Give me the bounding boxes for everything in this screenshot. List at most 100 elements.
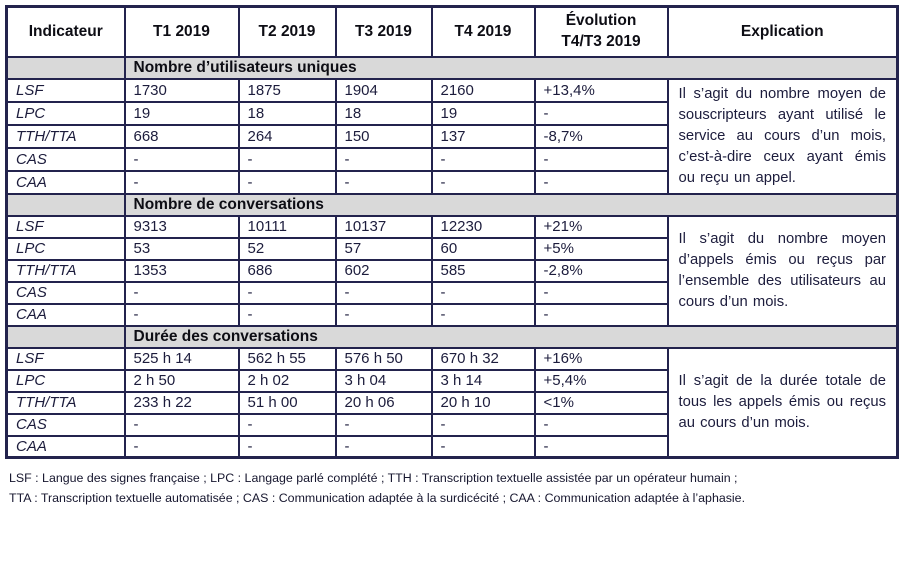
section-explanation-conversations: Il s’agit du nombre moyen d’appels émis … xyxy=(666,214,899,327)
cell-value: - xyxy=(123,280,240,305)
cell-value: - xyxy=(334,146,433,172)
cell-value: - xyxy=(430,146,536,172)
cell-value: 562 h 55 xyxy=(237,346,337,371)
cell-value: 525 h 14 xyxy=(123,346,240,371)
cell-evolution: +5% xyxy=(533,236,669,261)
cell-value: 12230 xyxy=(430,214,536,239)
cell-value: 1904 xyxy=(334,77,433,103)
table-row: CAS - - - - - xyxy=(5,280,898,305)
cell-value: 60 xyxy=(430,236,536,261)
cell-evolution: - xyxy=(533,302,669,327)
cell-evolution: - xyxy=(533,412,669,437)
table-row: CAS - - - - - xyxy=(5,146,898,172)
cell-evolution: - xyxy=(533,280,669,305)
section-band-conversations: Nombre de conversations xyxy=(5,192,899,217)
cell-value: 602 xyxy=(334,258,433,283)
cell-value: - xyxy=(123,412,240,437)
cell-value: - xyxy=(123,434,240,459)
col-header-t2-2019: T2 2019 xyxy=(237,5,337,58)
col-header-t4-2019: T4 2019 xyxy=(430,5,536,58)
table-row: TTH/TTA 1353 686 602 585 -2,8% xyxy=(5,258,898,283)
cell-evolution: +21% xyxy=(533,214,669,239)
cell-value: 1875 xyxy=(237,77,337,103)
cell-value: 264 xyxy=(237,123,337,149)
table-row: LSF 9313 10111 10137 12230 +21% Il s’agi… xyxy=(5,214,899,327)
cell-value: 20 h 10 xyxy=(430,390,536,415)
section-band-utilisateurs: Nombre d’utilisateurs uniques xyxy=(5,55,899,80)
kpi-table: Indicateur T1 2019 T2 2019 T3 2019 T4 20… xyxy=(5,5,899,459)
cell-value: 686 xyxy=(237,258,337,283)
section-title-utilisateurs: Nombre d’utilisateurs uniques xyxy=(123,55,899,80)
cell-value: 668 xyxy=(123,123,240,149)
cell-value: - xyxy=(237,146,337,172)
cell-evolution: +13,4% xyxy=(533,77,669,103)
header-row: Indicateur T1 2019 T2 2019 T3 2019 T4 20… xyxy=(5,5,899,58)
cell-value: - xyxy=(430,169,536,195)
cell-value: 10137 xyxy=(334,214,433,239)
table-row: LPC 2 h 50 2 h 02 3 h 04 3 h 14 +5,4% xyxy=(5,368,898,393)
cell-value: 18 xyxy=(237,100,337,126)
cell-value: 670 h 32 xyxy=(430,346,536,371)
row-label-caa: CAA xyxy=(5,434,126,459)
cell-evolution: +16% xyxy=(533,346,669,371)
row-label-caa: CAA xyxy=(5,169,126,195)
cell-evolution: - xyxy=(533,169,669,195)
section-explanation-utilisateurs: Il s’agit du nombre moyen de souscripteu… xyxy=(666,77,899,195)
section-explanation-duree: Il s’agit de la durée totale de tous les… xyxy=(666,346,899,459)
row-label-tth-tta: TTH/TTA xyxy=(5,258,126,283)
section-title-conversations: Nombre de conversations xyxy=(123,192,899,217)
section-band-spacer xyxy=(5,55,126,80)
col-header-indicateur: Indicateur xyxy=(5,5,126,58)
cell-value: - xyxy=(237,412,337,437)
row-label-tth-tta: TTH/TTA xyxy=(5,390,126,415)
cell-value: 18 xyxy=(334,100,433,126)
footnote-line-1: LSF : Langue des signes française ; LPC … xyxy=(9,471,738,485)
row-label-lsf: LSF xyxy=(5,77,126,103)
row-label-caa: CAA xyxy=(5,302,126,327)
cell-value: - xyxy=(334,302,433,327)
section-band-spacer xyxy=(5,192,126,217)
cell-value: - xyxy=(430,434,536,459)
cell-value: 233 h 22 xyxy=(123,390,240,415)
cell-evolution: -2,8% xyxy=(533,258,669,283)
row-label-cas: CAS xyxy=(5,412,126,437)
section-band-duree: Durée des conversations xyxy=(5,324,899,349)
row-label-lpc: LPC xyxy=(5,368,126,393)
col-header-explication: Explication xyxy=(666,5,899,58)
cell-value: - xyxy=(237,302,337,327)
table-row: LSF 525 h 14 562 h 55 576 h 50 670 h 32 … xyxy=(5,346,899,459)
cell-value: - xyxy=(237,434,337,459)
table-row: TTH/TTA 233 h 22 51 h 00 20 h 06 20 h 10… xyxy=(5,390,898,415)
cell-value: 19 xyxy=(430,100,536,126)
table-row: CAA - - - - - xyxy=(5,169,898,195)
row-label-tth-tta: TTH/TTA xyxy=(5,123,126,149)
row-label-cas: CAS xyxy=(5,280,126,305)
cell-value: 20 h 06 xyxy=(334,390,433,415)
cell-evolution: -8,7% xyxy=(533,123,669,149)
cell-value: 2 h 02 xyxy=(237,368,337,393)
cell-value: - xyxy=(430,302,536,327)
cell-value: - xyxy=(237,169,337,195)
cell-value: 150 xyxy=(334,123,433,149)
cell-value: - xyxy=(430,412,536,437)
cell-value: - xyxy=(123,169,240,195)
cell-value: - xyxy=(334,412,433,437)
cell-value: - xyxy=(123,302,240,327)
row-label-lpc: LPC xyxy=(5,100,126,126)
table-row: LSF 1730 1875 1904 2160 +13,4% Il s’agit… xyxy=(5,77,899,195)
cell-evolution: +5,4% xyxy=(533,368,669,393)
col-header-t3-2019: T3 2019 xyxy=(334,5,433,58)
cell-value: 2160 xyxy=(430,77,536,103)
cell-evolution: - xyxy=(533,146,669,172)
cell-value: 52 xyxy=(237,236,337,261)
table-row: TTH/TTA 668 264 150 137 -8,7% xyxy=(5,123,898,149)
table-row: LPC 53 52 57 60 +5% xyxy=(5,236,898,261)
cell-value: 57 xyxy=(334,236,433,261)
cell-value: - xyxy=(237,280,337,305)
col-header-t1-2019: T1 2019 xyxy=(123,5,240,58)
cell-value: 585 xyxy=(430,258,536,283)
cell-value: - xyxy=(430,280,536,305)
cell-value: - xyxy=(334,280,433,305)
section-title-duree: Durée des conversations xyxy=(123,324,899,349)
